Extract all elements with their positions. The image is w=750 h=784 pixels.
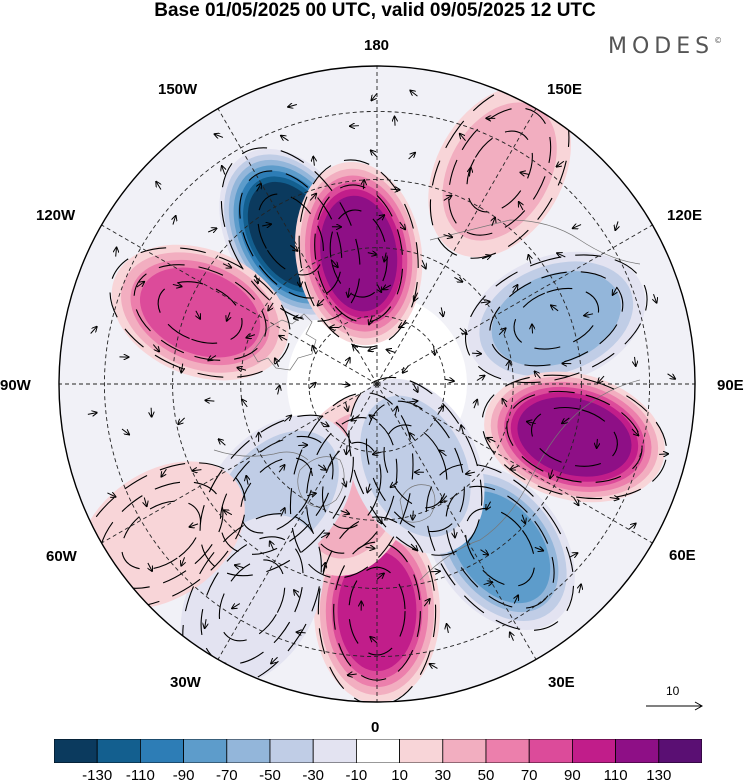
colorbar-swatch <box>529 739 572 763</box>
vector-reference-arrow <box>644 684 706 714</box>
vector-reference: 10 <box>644 684 706 714</box>
longitude-label-120w: 120W <box>36 207 75 225</box>
colorbar-tick-label: 110 <box>604 767 628 784</box>
colorbar-tick-label: 10 <box>391 767 408 784</box>
colorbar-tick-label: 70 <box>521 767 538 784</box>
colorbar-tick-label: 90 <box>564 767 581 784</box>
colorbar-swatch <box>54 739 97 763</box>
longitude-label-90e: 90E <box>717 377 744 395</box>
longitude-label-90w: 90W <box>0 377 31 395</box>
flow-arrow <box>659 454 668 455</box>
colorbar-swatch <box>184 739 227 763</box>
colorbar-swatch <box>443 739 486 763</box>
colorbar-tick-label: -90 <box>173 767 195 784</box>
longitude-label-30e: 30E <box>548 674 575 692</box>
colorbar <box>54 739 702 763</box>
longitude-label-60w: 60W <box>46 548 77 566</box>
colorbar-tick-label: -50 <box>259 767 281 784</box>
colorbar-swatch <box>572 739 615 763</box>
flow-arrow <box>151 408 152 417</box>
colorbar-swatch <box>616 739 659 763</box>
colorbar-tick-label: -10 <box>346 767 368 784</box>
anomaly-field <box>50 60 695 711</box>
colorbar-swatch <box>486 739 529 763</box>
longitude-label-60e: 60E <box>669 547 696 565</box>
flow-arrow <box>431 571 440 572</box>
colorbar-tick-label: -130 <box>82 767 112 784</box>
longitude-label-30w: 30W <box>170 674 201 692</box>
colorbar-tick-label: 30 <box>434 767 451 784</box>
colorbar-swatch <box>313 739 356 763</box>
colorbar-tick-label: 130 <box>646 767 671 784</box>
longitude-label-120e: 120E <box>667 207 702 225</box>
colorbar-swatch <box>97 739 140 763</box>
colorbar-swatch <box>356 739 399 763</box>
colorbar-tick-label: -30 <box>302 767 324 784</box>
longitude-label-180: 180 <box>364 37 389 55</box>
colorbar-tick-label: -110 <box>126 767 155 784</box>
colorbar-tick-label: 50 <box>478 767 495 784</box>
colorbar-swatch <box>659 739 702 763</box>
colorbar-tick-label: -70 <box>216 767 238 784</box>
longitude-label-0: 0 <box>371 719 379 737</box>
colorbar-swatch <box>270 739 313 763</box>
longitude-label-150w: 150W <box>158 81 197 99</box>
colorbar-swatch <box>140 739 183 763</box>
flow-arrow <box>395 117 396 126</box>
flow-arrow <box>298 445 307 446</box>
longitude-label-150e: 150E <box>547 81 582 99</box>
colorbar-swatch <box>227 739 270 763</box>
flow-arrow <box>472 353 481 354</box>
flow-arrow <box>532 324 533 333</box>
colorbar-swatch <box>400 739 443 763</box>
flow-arrow <box>300 277 301 286</box>
